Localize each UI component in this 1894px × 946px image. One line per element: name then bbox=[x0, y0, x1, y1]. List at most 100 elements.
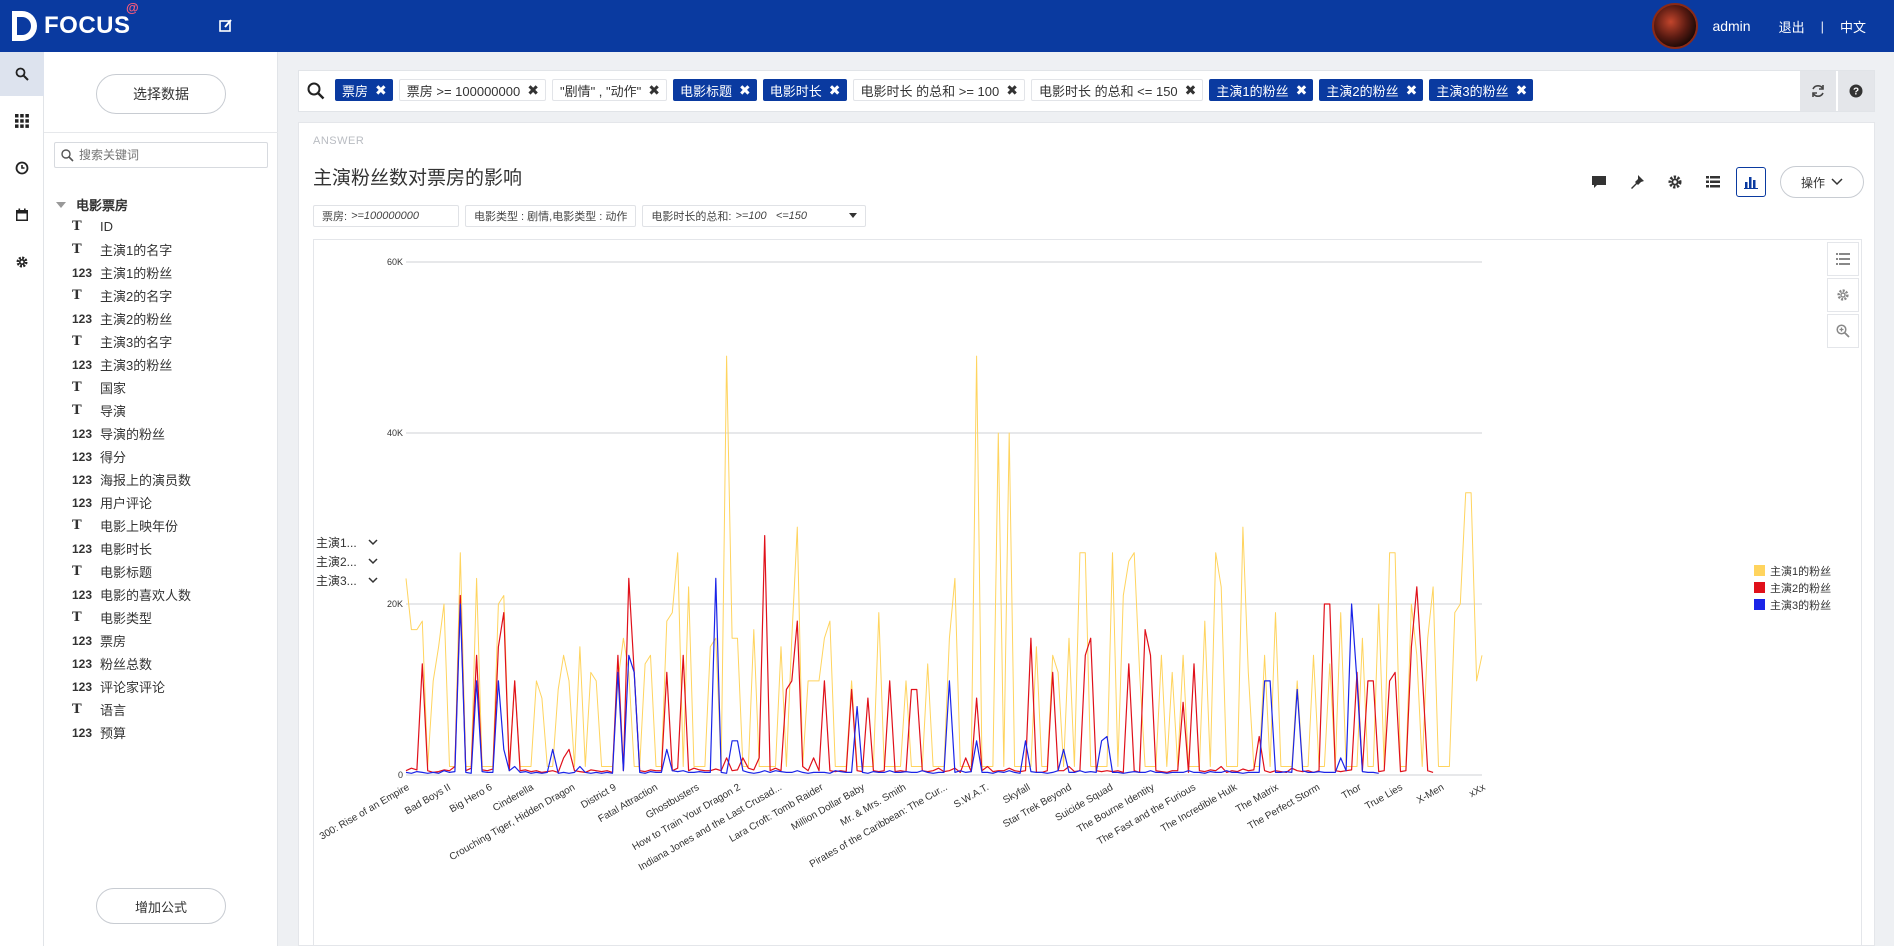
edit-icon[interactable] bbox=[216, 16, 236, 36]
field-item[interactable]: 123 海报上的演员数 bbox=[72, 468, 272, 491]
nav-calendar[interactable] bbox=[0, 193, 44, 237]
pin-button[interactable] bbox=[1622, 167, 1652, 197]
remove-token-icon[interactable]: ✖ bbox=[375, 82, 387, 99]
series-selector-label: 主演1... bbox=[316, 534, 368, 551]
query-token-column[interactable]: 主演1的粉丝 ✖ bbox=[1209, 79, 1313, 101]
field-item[interactable]: T 国家 bbox=[72, 376, 272, 399]
refresh-button[interactable] bbox=[1800, 71, 1836, 111]
field-item[interactable]: 123 主演3的粉丝 bbox=[72, 353, 272, 376]
query-token-column[interactable]: 电影标题 ✖ bbox=[673, 79, 757, 101]
chart-list-button[interactable] bbox=[1827, 242, 1859, 276]
series-line-3[interactable] bbox=[406, 578, 1379, 773]
token-label: 电影时长 bbox=[770, 81, 822, 100]
field-item[interactable]: 123 票房 bbox=[72, 629, 272, 652]
remove-token-icon[interactable]: ✖ bbox=[527, 82, 539, 99]
field-item[interactable]: T 主演1的名字 bbox=[72, 238, 272, 261]
field-item[interactable]: 123 主演2的粉丝 bbox=[72, 307, 272, 330]
field-item[interactable]: T 主演3的名字 bbox=[72, 330, 272, 353]
token-label: 主演1的粉丝 bbox=[1216, 81, 1288, 100]
field-item[interactable]: T 主演2的名字 bbox=[72, 284, 272, 307]
chart-zoom-button[interactable] bbox=[1827, 314, 1859, 348]
chevron-down-icon bbox=[1831, 178, 1843, 186]
add-formula-button[interactable]: 增加公式 bbox=[96, 888, 226, 924]
field-name: 主演3的名字 bbox=[100, 332, 172, 351]
nav-history[interactable] bbox=[0, 146, 44, 190]
operations-button[interactable]: 操作 bbox=[1780, 166, 1864, 198]
legend-item[interactable]: 主演1的粉丝 bbox=[1754, 562, 1831, 579]
series-selector-2[interactable]: 主演2... bbox=[316, 552, 386, 570]
language-switch[interactable]: 中文 bbox=[1840, 17, 1866, 36]
field-item[interactable]: T ID bbox=[72, 215, 272, 238]
query-token-filter[interactable]: "剧情" , "动作" ✖ bbox=[552, 79, 667, 101]
nav-search[interactable] bbox=[0, 52, 44, 96]
legend-swatch bbox=[1754, 565, 1765, 576]
field-item[interactable]: T 电影类型 bbox=[72, 606, 272, 629]
select-data-button[interactable]: 选择数据 bbox=[96, 74, 226, 114]
search-icon[interactable] bbox=[307, 82, 325, 105]
filter-chip-duration[interactable]: 电影时长的总和: >=100 <=150 bbox=[642, 205, 866, 227]
remove-token-icon[interactable]: ✖ bbox=[829, 82, 841, 99]
query-token-column[interactable]: 主演3的粉丝 ✖ bbox=[1429, 79, 1533, 101]
remove-token-icon[interactable]: ✖ bbox=[1296, 82, 1308, 99]
help-button[interactable]: ? bbox=[1838, 71, 1874, 111]
field-item[interactable]: 123 电影时长 bbox=[72, 537, 272, 560]
field-item[interactable]: T 语言 bbox=[72, 698, 272, 721]
field-item[interactable]: 123 评论家评论 bbox=[72, 675, 272, 698]
chart-settings-button[interactable] bbox=[1827, 278, 1859, 312]
token-label: 票房 bbox=[342, 81, 368, 100]
chart-side-tools bbox=[1827, 240, 1859, 348]
series-selector-1[interactable]: 主演1... bbox=[316, 533, 386, 551]
query-token-filter[interactable]: 电影时长 的总和 <= 150 ✖ bbox=[1031, 79, 1203, 101]
text-type-icon: T bbox=[72, 403, 100, 418]
field-search-input[interactable] bbox=[79, 148, 259, 162]
user-name[interactable]: admin bbox=[1712, 18, 1750, 34]
query-token-column[interactable]: 主演2的粉丝 ✖ bbox=[1319, 79, 1423, 101]
remove-token-icon[interactable]: ✖ bbox=[1006, 82, 1018, 99]
remove-token-icon[interactable]: ✖ bbox=[1406, 82, 1418, 99]
query-token-filter[interactable]: 票房 >= 100000000 ✖ bbox=[399, 79, 546, 101]
field-item[interactable]: 123 得分 bbox=[72, 445, 272, 468]
logout-link[interactable]: 退出 bbox=[1779, 17, 1805, 36]
pin-icon bbox=[1629, 174, 1645, 190]
logo[interactable]: FOCUS bbox=[10, 9, 131, 43]
field-item[interactable]: 123 电影的喜欢人数 bbox=[72, 583, 272, 606]
field-item[interactable]: 123 粉丝总数 bbox=[72, 652, 272, 675]
chip-value: >=100000000 bbox=[351, 210, 419, 222]
query-bar[interactable]: 票房 ✖ 票房 >= 100000000 ✖ "剧情" , "动作" ✖ 电影标题 ✖ 电影时长… bbox=[298, 70, 1875, 112]
legend-item[interactable]: 主演3的粉丝 bbox=[1754, 596, 1831, 613]
field-item[interactable]: 123 用户评论 bbox=[72, 491, 272, 514]
tree-root[interactable]: 电影票房 bbox=[56, 195, 128, 214]
remove-token-icon[interactable]: ✖ bbox=[1516, 82, 1528, 99]
avatar[interactable] bbox=[1652, 3, 1698, 49]
legend-item[interactable]: 主演2的粉丝 bbox=[1754, 579, 1831, 596]
x-tick-label: True Lies bbox=[1363, 782, 1404, 812]
table-view-button[interactable] bbox=[1698, 167, 1728, 197]
number-type-icon: 123 bbox=[72, 312, 100, 326]
field-item[interactable]: 123 主演1的粉丝 bbox=[72, 261, 272, 284]
remove-token-icon[interactable]: ✖ bbox=[648, 82, 660, 99]
field-search[interactable] bbox=[54, 142, 268, 168]
x-tick-label: 300: Rise of an Empire bbox=[318, 782, 412, 843]
field-item[interactable]: T 电影标题 bbox=[72, 560, 272, 583]
query-token-column[interactable]: 电影时长 ✖ bbox=[763, 79, 847, 101]
filter-chip-genre[interactable]: 电影类型 : 剧情,电影类型 : 动作 bbox=[465, 205, 636, 227]
nav-dashboard[interactable] bbox=[0, 99, 44, 143]
y-tick-label: 20K bbox=[387, 599, 403, 609]
query-token-column[interactable]: 票房 ✖ bbox=[335, 79, 393, 101]
chart-view-button[interactable] bbox=[1736, 167, 1766, 197]
series-selector-3[interactable]: 主演3... bbox=[316, 571, 386, 589]
x-tick-label: Thor bbox=[1340, 782, 1364, 802]
field-item[interactable]: T 导演 bbox=[72, 399, 272, 422]
settings-button[interactable] bbox=[1660, 167, 1690, 197]
series-line-2[interactable] bbox=[406, 536, 1433, 773]
query-token-filter[interactable]: 电影时长 的总和 >= 100 ✖ bbox=[853, 79, 1025, 101]
nav-settings[interactable] bbox=[0, 240, 44, 284]
caret-down-icon[interactable] bbox=[56, 202, 66, 208]
field-item[interactable]: 123 预算 bbox=[72, 721, 272, 744]
filter-chip-boxoffice[interactable]: 票房: >=100000000 bbox=[313, 205, 459, 227]
field-item[interactable]: 123 导演的粉丝 bbox=[72, 422, 272, 445]
remove-token-icon[interactable]: ✖ bbox=[739, 82, 751, 99]
field-item[interactable]: T 电影上映年份 bbox=[72, 514, 272, 537]
remove-token-icon[interactable]: ✖ bbox=[1185, 82, 1197, 99]
comment-button[interactable] bbox=[1584, 167, 1614, 197]
